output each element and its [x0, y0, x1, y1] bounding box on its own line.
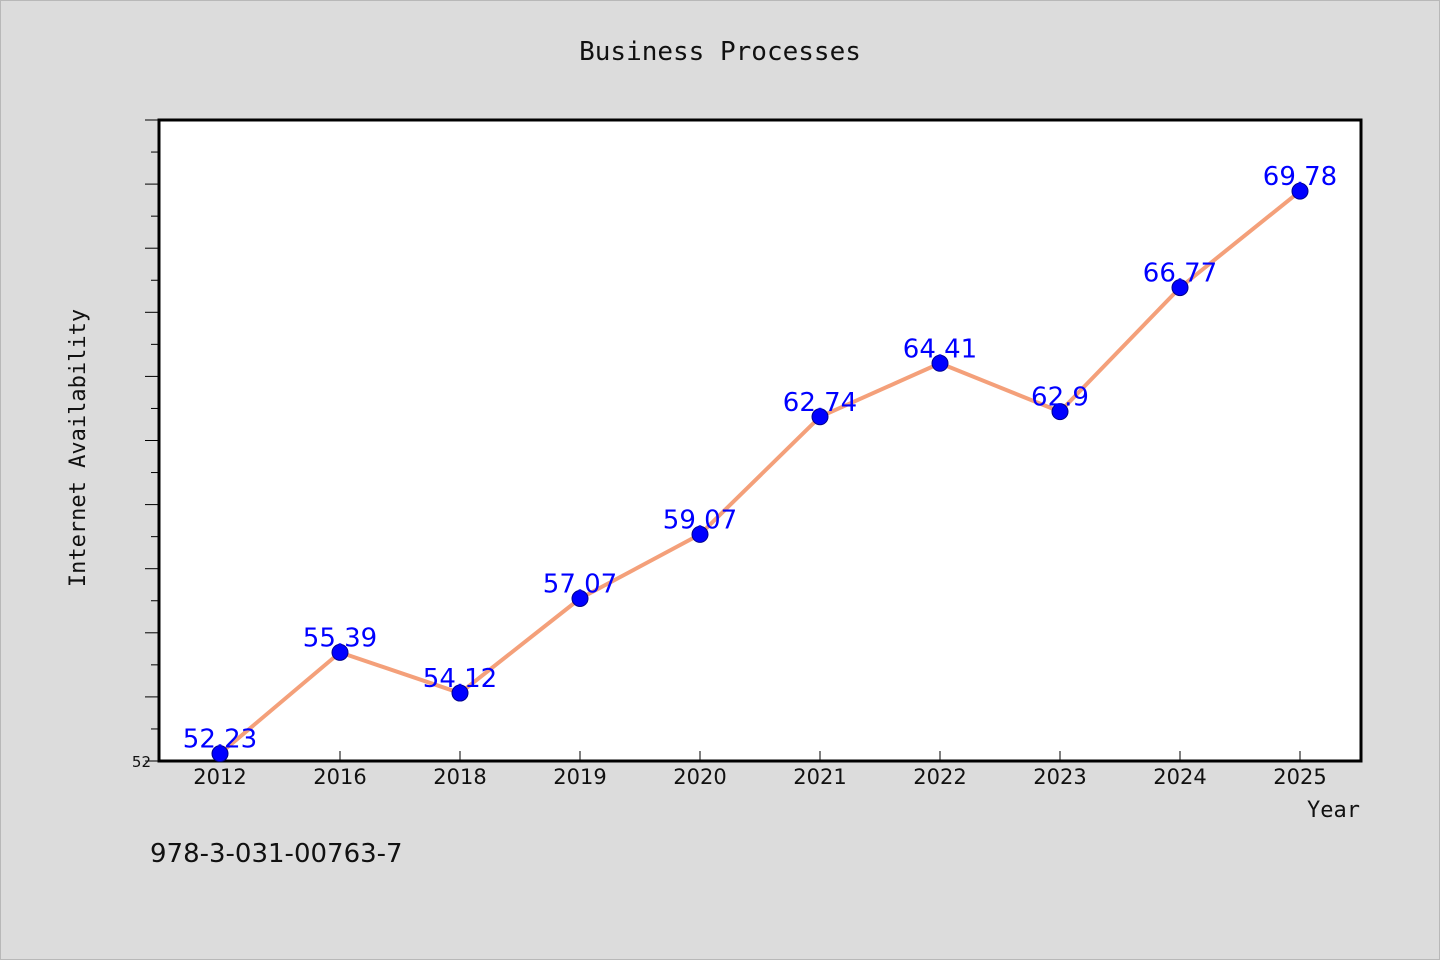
- x-axis-ticks: 2012 2016 2018 2019 2020 2021 2022 2023 2024 2025: [193, 751, 1327, 789]
- x-tick-label: 2012: [193, 765, 246, 789]
- x-tick-label: 2021: [793, 765, 846, 789]
- data-point: [1051, 403, 1069, 421]
- y-axis-label: Internet Availability: [66, 309, 91, 587]
- x-tick-label: 2023: [1033, 765, 1086, 789]
- data-point: [451, 684, 469, 702]
- data-label: 62.9: [1031, 383, 1089, 413]
- x-tick-label: 2019: [553, 765, 606, 789]
- data-label: 55.39: [303, 623, 377, 653]
- x-tick-label: 2024: [1153, 765, 1206, 789]
- data-label: 57.07: [543, 570, 617, 600]
- isbn-footer: 978-3-031-00763-7: [150, 839, 403, 869]
- y-axis-ticks: 52: [132, 119, 159, 771]
- data-labels: 52.23 55.39 54.12 57.07 59.07 62.74 64.41 62.9 6…: [183, 162, 1337, 754]
- series-markers: [211, 182, 1309, 763]
- data-point: [811, 408, 829, 426]
- plot-area: [157, 118, 1363, 763]
- x-axis-label: Year: [1307, 798, 1360, 823]
- data-label: 66.77: [1143, 259, 1217, 289]
- data-point: [931, 354, 949, 372]
- data-point: [1291, 182, 1309, 200]
- data-label: 54.12: [423, 664, 497, 694]
- x-tick-label: 2020: [673, 765, 726, 789]
- data-label: 59.07: [663, 505, 737, 535]
- data-point: [571, 590, 589, 608]
- data-point: [211, 745, 229, 763]
- data-label: 64.41: [903, 334, 977, 364]
- data-label: 69.78: [1263, 162, 1337, 192]
- data-point: [1171, 279, 1189, 297]
- series-line: [218, 189, 1302, 756]
- x-tick-label: 2022: [913, 765, 966, 789]
- data-label: 52.23: [183, 725, 257, 755]
- x-tick-label: 2025: [1273, 765, 1326, 789]
- x-tick-label: 2018: [433, 765, 486, 789]
- x-tick-label: 2016: [313, 765, 366, 789]
- chart-title: Business Processes: [579, 37, 861, 67]
- data-point: [691, 525, 709, 543]
- data-label: 62.74: [783, 388, 857, 418]
- y-tick-label: 52: [132, 753, 151, 771]
- data-point: [331, 643, 349, 661]
